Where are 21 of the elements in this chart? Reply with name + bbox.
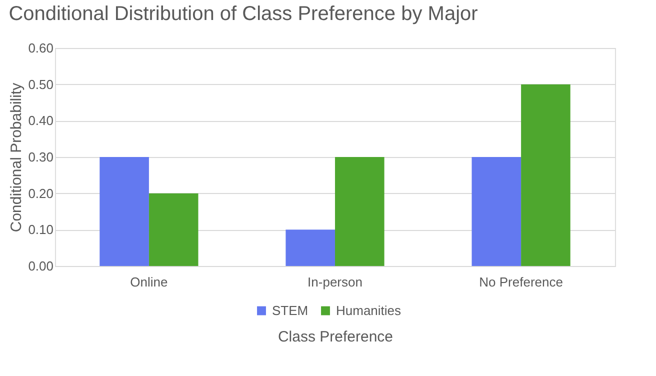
- y-tick-label: 0.40: [28, 113, 54, 128]
- bar: [148, 193, 198, 266]
- y-tick-label: 0.50: [28, 76, 54, 92]
- y-tick-label: 0.60: [28, 40, 54, 56]
- y-tick-label: 0.00: [28, 258, 54, 274]
- bar: [472, 157, 522, 266]
- bar: [286, 230, 335, 266]
- bar: [100, 157, 149, 266]
- chart-title: Conditional Distribution of Class Preference by Major: [8, 3, 478, 25]
- legend-label: Humanities: [336, 302, 402, 318]
- y-axis-title: Conditional Probability: [8, 82, 26, 232]
- x-tick-label: In-person: [308, 274, 362, 290]
- legend-label: STEM: [272, 302, 308, 318]
- x-tick-label: No Preference: [479, 274, 563, 290]
- y-tick-label: 0.30: [28, 150, 54, 164]
- x-tick-label: Online: [130, 274, 168, 290]
- x-axis-title: Class Preference: [278, 328, 394, 346]
- bar: [521, 84, 570, 266]
- bar: [335, 157, 384, 266]
- y-tick-label: 0.10: [28, 222, 54, 238]
- y-tick-label: 0.20: [28, 186, 54, 201]
